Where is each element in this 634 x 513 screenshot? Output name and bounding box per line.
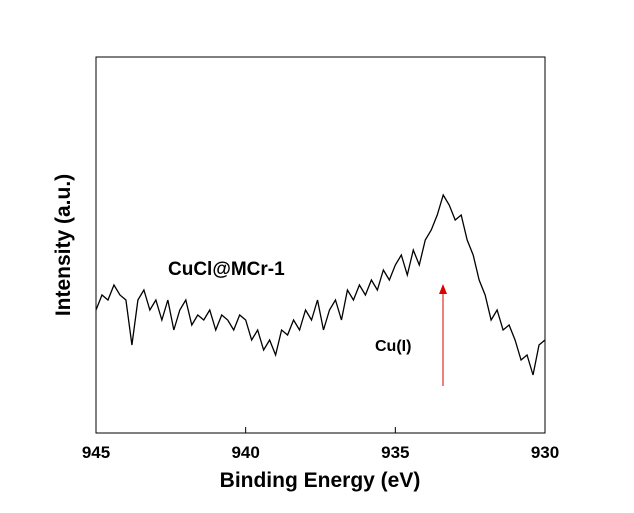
y-axis-label: Intensity (a.u.) (52, 174, 75, 316)
x-axis-label: Binding Energy (eV) (220, 469, 421, 492)
x-tick-label: 930 (531, 443, 559, 462)
x-tick-label: 945 (82, 443, 110, 462)
x-tick-label: 935 (381, 443, 409, 462)
arrow-head (439, 284, 447, 294)
spectrum-line (95, 193, 546, 376)
x-tick-label: 940 (231, 443, 259, 462)
peak-annotation: Cu(I) (375, 338, 411, 355)
sample-annotation: CuCl@MCr-1 (168, 259, 285, 280)
plot-frame (95, 56, 546, 434)
